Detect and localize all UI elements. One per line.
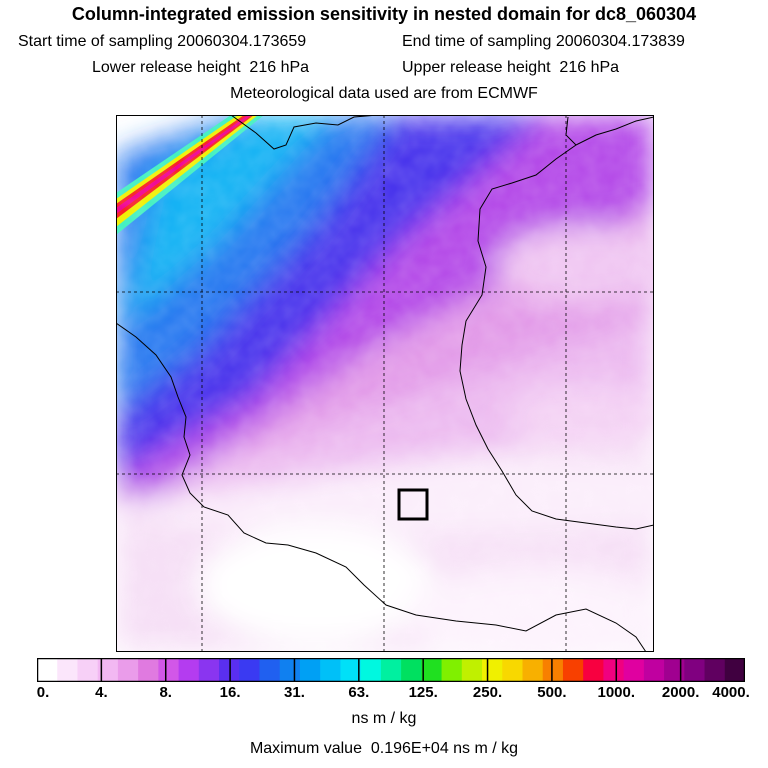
- colorbar-cell: [198, 658, 220, 682]
- colorbar-cell: [279, 658, 301, 682]
- colorbar-units: ns m / kg: [351, 710, 417, 727]
- colorbar-frame: [37, 658, 745, 682]
- colorbar-tick-label: 500.: [537, 684, 567, 701]
- colorbar-tick-label: 125.: [408, 684, 438, 701]
- colorbar-tick-label: 1000.: [597, 684, 636, 701]
- colorbar-cell: [643, 658, 665, 682]
- colorbar-cell: [77, 658, 99, 682]
- coastlines: [116, 115, 654, 652]
- colorbar-cell: [57, 658, 78, 682]
- colorbar-tick-label: 31.: [284, 684, 305, 701]
- colorbar-cell: [603, 658, 625, 682]
- colorbar-cell: [623, 658, 645, 682]
- colorbar-cell: [664, 658, 685, 682]
- colorbar-tick-label: 2000.: [661, 684, 700, 701]
- colorbar-cell: [117, 658, 139, 682]
- colorbar-cell: [158, 658, 180, 682]
- upper-release-height-label: Upper release height 216 hPa: [402, 59, 620, 76]
- colorbar-cell: [37, 658, 58, 682]
- colorbar-cell: [97, 658, 119, 682]
- colorbar-tick-label: 0.: [36, 684, 50, 701]
- colorbar-cell: [684, 658, 706, 682]
- colorbar-cell: [502, 658, 523, 682]
- sensitivity-map: [116, 115, 654, 652]
- colorbar-cell: [178, 658, 200, 682]
- colorbar-cells: [37, 658, 745, 682]
- colorbar-tick-label: 8.: [159, 684, 172, 701]
- colorbar-cell: [421, 658, 443, 682]
- colorbar-cell: [583, 658, 604, 682]
- colorbar-tick-label: 250.: [472, 684, 503, 701]
- maximum-value-label: Maximum value 0.196E+04 ns m / kg: [249, 740, 519, 757]
- colorbar-cell: [299, 658, 321, 682]
- colorbar-cell: [461, 658, 483, 682]
- colorbar: [37, 658, 745, 682]
- colorbar-cell: [542, 658, 564, 682]
- lower-release-height-label: Lower release height 216 hPa: [92, 59, 310, 76]
- colorbar-cell: [259, 658, 281, 682]
- colorbar-tick-label: 4.: [95, 684, 108, 701]
- end-time-label: End time of sampling 20060304.173839: [402, 33, 685, 50]
- colorbar-cell: [401, 658, 422, 682]
- colorbar-tick-label: 4000.: [712, 684, 750, 701]
- colorbar-ticks: [37, 658, 745, 682]
- colorbar-cell: [482, 658, 503, 682]
- colorbar-cell: [239, 658, 261, 682]
- field-texture: [116, 115, 654, 652]
- colorbar-tick-label: 63.: [348, 684, 370, 701]
- meteorological-data-label: Meteorological data used are from ECMWF: [230, 85, 538, 102]
- colorbar-cell: [138, 658, 159, 682]
- colorbar-cell: [380, 658, 402, 682]
- colorbar-cell: [340, 658, 362, 682]
- colorbar-cell: [522, 658, 544, 682]
- colorbar-cell: [360, 658, 382, 682]
- colorbar-cell: [320, 658, 341, 682]
- colorbar-cell: [724, 658, 745, 682]
- map-frame: [116, 115, 654, 652]
- start-time-label: Start time of sampling 20060304.173659: [18, 33, 307, 50]
- receptor-box: [397, 488, 429, 521]
- colorbar-cell: [704, 658, 726, 682]
- colorbar-cell: [441, 658, 463, 682]
- colorbar-cell: [562, 658, 584, 682]
- colorbar-tick-label: 16.: [219, 684, 241, 701]
- map-title: Column-integrated emission sensitivity i…: [71, 4, 697, 24]
